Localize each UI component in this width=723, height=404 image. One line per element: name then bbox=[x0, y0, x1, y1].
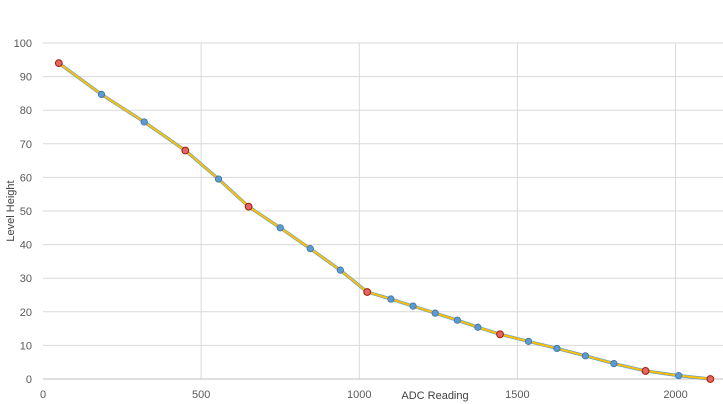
highlighted-data-point bbox=[706, 375, 715, 383]
data-point bbox=[581, 352, 590, 360]
y-tick-label: 10 bbox=[20, 340, 32, 352]
y-tick-label: 60 bbox=[20, 172, 32, 184]
highlighted-data-point bbox=[54, 59, 63, 68]
data-point bbox=[675, 372, 683, 380]
data-point bbox=[453, 316, 461, 324]
data-point bbox=[336, 266, 344, 274]
data-point bbox=[306, 245, 314, 253]
data-point bbox=[409, 302, 417, 310]
data-point bbox=[276, 224, 284, 232]
y-tick-label: 20 bbox=[20, 307, 32, 319]
highlighted-data-point bbox=[181, 146, 190, 155]
x-tick-label: 1000 bbox=[347, 389, 371, 401]
y-tick-label: 0 bbox=[26, 374, 32, 386]
data-point bbox=[140, 118, 148, 126]
highlighted-data-point bbox=[244, 202, 253, 211]
data-point bbox=[431, 309, 439, 317]
x-tick-label: 1500 bbox=[505, 389, 529, 401]
y-tick-label: 90 bbox=[20, 72, 32, 84]
y-tick-label: 30 bbox=[20, 273, 32, 285]
data-point bbox=[97, 90, 106, 99]
data-point bbox=[214, 175, 223, 183]
y-tick-label: 50 bbox=[20, 206, 32, 218]
data-markers bbox=[54, 59, 715, 383]
highlighted-data-point bbox=[496, 330, 504, 339]
y-tick-label: 80 bbox=[20, 105, 32, 117]
y-tick-label: 70 bbox=[20, 139, 32, 151]
y-tick-label: 100 bbox=[14, 38, 32, 50]
y-axis-title: Level Height bbox=[5, 180, 17, 241]
data-point bbox=[553, 344, 561, 353]
data-point bbox=[474, 323, 482, 331]
y-tick-label: 40 bbox=[20, 240, 32, 252]
gridlines bbox=[43, 42, 723, 379]
data-point bbox=[610, 359, 618, 368]
highlighted-data-point bbox=[641, 367, 650, 375]
x-tick-label: 500 bbox=[192, 389, 210, 401]
highlighted-data-point bbox=[363, 288, 372, 296]
data-point bbox=[387, 295, 395, 303]
x-axis-title: ADC Reading bbox=[401, 390, 468, 402]
data-point bbox=[524, 337, 533, 345]
x-tick-label: 0 bbox=[40, 389, 46, 401]
x-tick-label: 2000 bbox=[663, 389, 687, 401]
